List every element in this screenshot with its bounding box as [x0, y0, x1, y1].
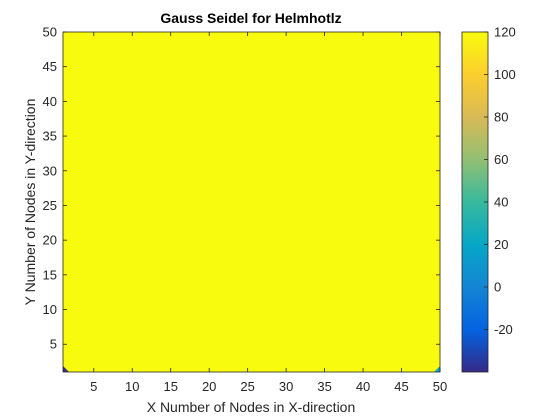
- colorbar-tick-label: 20: [494, 237, 508, 252]
- x-tick-label: 35: [317, 379, 331, 394]
- colorbar-tick-label: 100: [494, 67, 516, 82]
- x-tick-label: 30: [279, 379, 293, 394]
- plot-frame: [62, 31, 441, 373]
- x-axis-ticks: 5 10 15 20 25 30 35 40 45 50: [90, 32, 447, 394]
- chart-title: Gauss Seidel for Helmhotlz: [160, 10, 341, 26]
- colorbar-tick-label: 120: [494, 25, 516, 40]
- heatmap-corner-bottom-right: [434, 366, 440, 372]
- y-tick-label: 5: [50, 337, 57, 352]
- y-tick-label: 35: [43, 129, 57, 144]
- colorbar-tick-label: -20: [494, 322, 513, 337]
- colorbar-tick-label: 60: [494, 152, 508, 167]
- colorbar-tick-label: 0: [494, 280, 501, 295]
- x-tick-label: 45: [394, 379, 408, 394]
- x-tick-label: 40: [356, 379, 370, 394]
- y-tick-label: 25: [43, 198, 57, 213]
- y-tick-label: 15: [43, 267, 57, 282]
- heatmap-field: [63, 32, 440, 372]
- colorbar-tick-label: 40: [494, 195, 508, 210]
- x-tick-label: 50: [433, 379, 447, 394]
- x-tick-label: 10: [125, 379, 139, 394]
- y-tick-label: 10: [43, 302, 57, 317]
- x-tick-label: 5: [90, 379, 97, 394]
- x-tick-label: 15: [163, 379, 177, 394]
- y-axis-ticks: 5 10 15 20 25 30 35 40 45 50: [43, 25, 440, 352]
- x-tick-label: 25: [240, 379, 254, 394]
- heatmap-corner-bottom-left: [63, 366, 69, 372]
- colorbar-bar: [461, 31, 489, 373]
- y-tick-label: 40: [43, 94, 57, 109]
- y-tick-label: 45: [43, 59, 57, 74]
- colorbar: -20 0 20 40 60 80 100 120: [461, 25, 516, 373]
- y-tick-label: 30: [43, 163, 57, 178]
- colorbar-ticks: -20 0 20 40 60 80 100 120: [484, 25, 516, 337]
- x-axis-label: X Number of Nodes in X-direction: [147, 399, 356, 415]
- plot-area: [62, 31, 441, 373]
- y-tick-label: 20: [43, 233, 57, 248]
- y-axis-label: Y Number of Nodes in Y-direction: [22, 99, 38, 306]
- colorbar-tick-label: 80: [494, 110, 508, 125]
- y-tick-label: 50: [43, 25, 57, 40]
- x-tick-label: 20: [202, 379, 216, 394]
